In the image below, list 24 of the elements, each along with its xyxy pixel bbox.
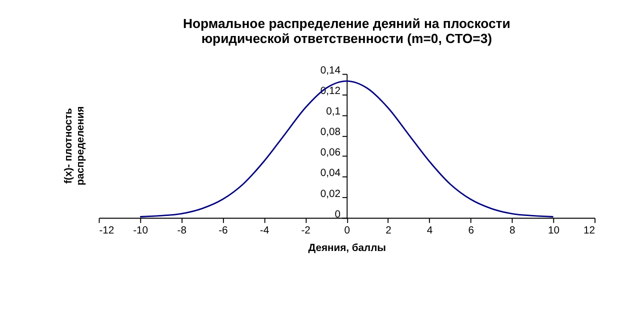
x-tick-label: -8 (177, 225, 187, 236)
chart-title: Нормальное распределение деяний на плоскости юридической ответственности (m=0, СТО=3) (183, 16, 510, 46)
y-tick-label: 0,02 (320, 188, 341, 200)
x-tick-label: 10 (548, 225, 560, 236)
x-tick-label: -10 (133, 225, 148, 236)
x-tick-label: 8 (510, 225, 516, 236)
x-tick-label: 4 (426, 225, 433, 236)
x-tick-label: -12 (99, 225, 114, 236)
x-tick-label: 2 (386, 225, 392, 236)
y-tick-label: 0,1 (326, 106, 341, 118)
y-tick-label: 0 (334, 209, 341, 220)
x-tick-label: -2 (301, 225, 311, 236)
y-tick-label: 0,04 (320, 168, 341, 180)
x-tick-label: 6 (468, 225, 474, 236)
y-tick-label: 0,14 (320, 65, 341, 76)
y-axis-title: f(x)- плотность распределения (63, 106, 87, 186)
x-tick-label: 0 (344, 225, 350, 236)
x-tick-label: 12 (584, 225, 596, 236)
y-tick-label: 0,06 (320, 148, 341, 159)
line-series (139, 80, 554, 218)
x-tick-label: -6 (218, 225, 228, 236)
x-tick-label: -4 (260, 225, 270, 236)
y-tick-label: 0,08 (320, 127, 341, 138)
x-axis-title: Деяния, баллы (308, 243, 386, 254)
